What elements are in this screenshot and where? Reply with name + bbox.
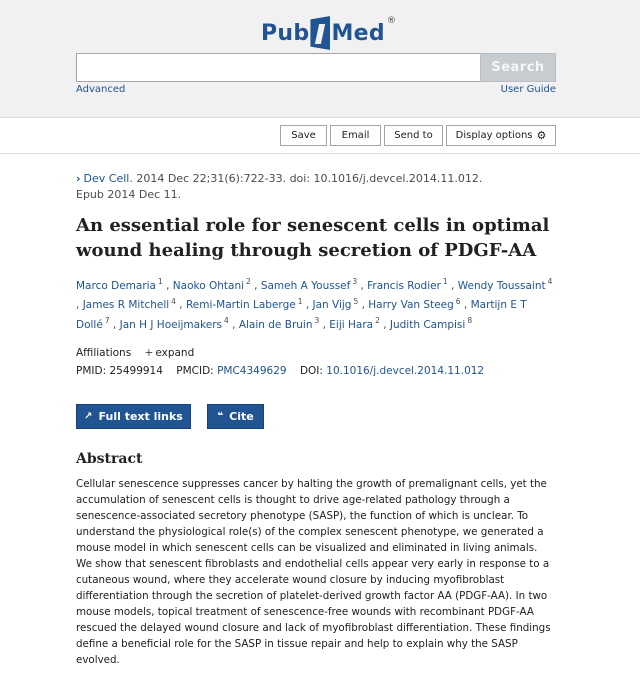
abstract-heading: Abstract [76, 451, 143, 467]
author-name-link[interactable]: James R Mitchell [82, 299, 170, 311]
author-entry: Sameh A Youssef 3 , [260, 277, 368, 292]
quote-icon: ❝ [217, 411, 224, 422]
search-button[interactable]: Search [480, 53, 556, 82]
author-affiliation-number[interactable]: 6 [455, 296, 461, 306]
journal-link[interactable]: Dev Cell [83, 172, 130, 185]
author-name-link[interactable]: Marco Demaria [76, 279, 156, 292]
plus-icon[interactable]: + [144, 347, 154, 359]
doi-label: DOI: [299, 365, 323, 377]
logo-text-med: Med [331, 20, 385, 46]
author-entry: Eiji Hara 2 , [329, 316, 390, 331]
epub-date: Epub 2014 Dec 11. [76, 188, 182, 201]
logo-text-pub: Pub [261, 20, 310, 46]
author-entry: Harry Van Steeg 6 , [368, 296, 471, 312]
search-header: Pub Med ® Search Advanced User Guide [0, 0, 640, 118]
registered-mark: ® [386, 16, 396, 26]
logo-book-icon [310, 16, 331, 50]
author-entry: Jan Vijg 5 , [312, 296, 369, 312]
author-entry: Naoko Ohtani 2 , [172, 277, 261, 292]
author-name-link[interactable]: Naoko Ohtani [172, 279, 245, 292]
author-affiliation-number[interactable]: 1 [297, 296, 303, 306]
author-entry: Judith Campisi 8 [389, 316, 473, 331]
search-input[interactable] [76, 53, 481, 82]
identifiers-row: PMID: 25499914 PMCID: PMC4349629 DOI: 10… [76, 365, 484, 377]
author-affiliation-number[interactable]: 3 [314, 316, 320, 325]
author-name-link[interactable]: Alain de Bruin [238, 318, 313, 331]
author-affiliation-number[interactable]: 2 [375, 316, 380, 325]
send-to-button[interactable]: Send to [384, 125, 443, 146]
citation-line: › Dev Cell. 2014 Dec 22;31(6):722-33. doi… [76, 171, 556, 203]
email-button[interactable]: Email [330, 125, 381, 146]
user-guide-link[interactable]: User Guide [500, 84, 556, 95]
author-name-link[interactable]: Jan Vijg [312, 299, 352, 311]
action-toolbar: Save Email Send to Display options ⚙ [0, 118, 640, 154]
chevron-right-icon[interactable]: › [76, 172, 81, 185]
citation-details: . 2014 Dec 22;31(6):722-33. doi: 10.1016… [129, 172, 483, 185]
external-link-icon: ↗ [84, 411, 93, 422]
article-title: An essential role for senescent cells in… [76, 215, 550, 261]
advanced-search-link[interactable]: Advanced [76, 84, 126, 95]
author-entry: Marco Demaria 1 , [76, 277, 173, 292]
author-name-link[interactable]: Martijn E T Dollé [76, 299, 527, 331]
author-name-link[interactable]: Remi-Martin Laberge [185, 299, 296, 311]
author-name-link[interactable]: Judith Campisi [389, 318, 466, 331]
author-entry: Remi-Martin Laberge 1 , [185, 296, 313, 312]
author-affiliation-number[interactable]: 3 [352, 277, 358, 286]
author-affiliation-number[interactable]: 1 [158, 277, 163, 286]
pmid-label: PMID: [76, 365, 107, 377]
author-affiliation-number[interactable]: 1 [442, 277, 448, 286]
gear-icon: ⚙ [536, 129, 547, 142]
affiliations-row: Affiliations + expand [76, 347, 194, 359]
doi-link[interactable]: 10.1016/j.devcel.2014.11.012 [326, 365, 485, 377]
author-entry: Martijn E T Dollé 7 , [76, 299, 527, 331]
display-options-label: Display options [455, 130, 533, 141]
author-affiliation-number[interactable]: 2 [246, 277, 251, 286]
author-name-link[interactable]: Harry Van Steeg [368, 299, 454, 311]
author-list: Marco Demaria 1 , Naoko Ohtani 2 , Sameh A… [76, 274, 556, 333]
expand-affiliations-link[interactable]: expand [155, 347, 195, 359]
display-options-button[interactable]: Display options ⚙ [446, 125, 556, 146]
author-entry: Jan H J Hoeijmakers 4 , [119, 316, 239, 331]
author-name-link[interactable]: Eiji Hara [329, 318, 374, 331]
author-name-link[interactable]: Francis Rodier [367, 279, 441, 292]
author-affiliation-number[interactable]: 4 [547, 277, 553, 286]
full-text-links-label: Full text links [98, 410, 183, 423]
author-entry: Alain de Bruin 3 , [238, 316, 330, 331]
author-affiliation-number[interactable]: 4 [171, 296, 176, 306]
author-affiliation-number[interactable]: 8 [467, 316, 473, 325]
cite-button[interactable]: ❝ Cite [207, 404, 264, 429]
author-entry: Wendy Toussaint 4 , [76, 277, 553, 311]
pubmed-logo[interactable]: Pub Med ® [261, 14, 396, 52]
author-name-link[interactable]: Wendy Toussaint [457, 279, 546, 292]
pmid-value: 25499914 [109, 365, 163, 377]
author-affiliation-number[interactable]: 7 [104, 316, 110, 325]
abstract-text: Cellular senescence suppresses cancer by… [76, 478, 551, 666]
save-button[interactable]: Save [280, 125, 327, 146]
author-entry: James R Mitchell 4 , [82, 296, 186, 312]
affiliations-label: Affiliations [76, 347, 132, 359]
pmcid-link[interactable]: PMC4349629 [217, 365, 287, 377]
full-text-links-button[interactable]: ↗ Full text links [76, 404, 191, 429]
author-name-link[interactable]: Jan H J Hoeijmakers [119, 318, 223, 331]
author-entry: Francis Rodier 1 , [367, 277, 458, 292]
author-affiliation-number[interactable]: 5 [353, 296, 359, 306]
author-affiliation-number[interactable]: 4 [224, 316, 229, 325]
cite-label: Cite [229, 410, 254, 423]
pmcid-label: PMCID: [176, 365, 214, 377]
author-name-link[interactable]: Sameh A Youssef [260, 279, 351, 292]
